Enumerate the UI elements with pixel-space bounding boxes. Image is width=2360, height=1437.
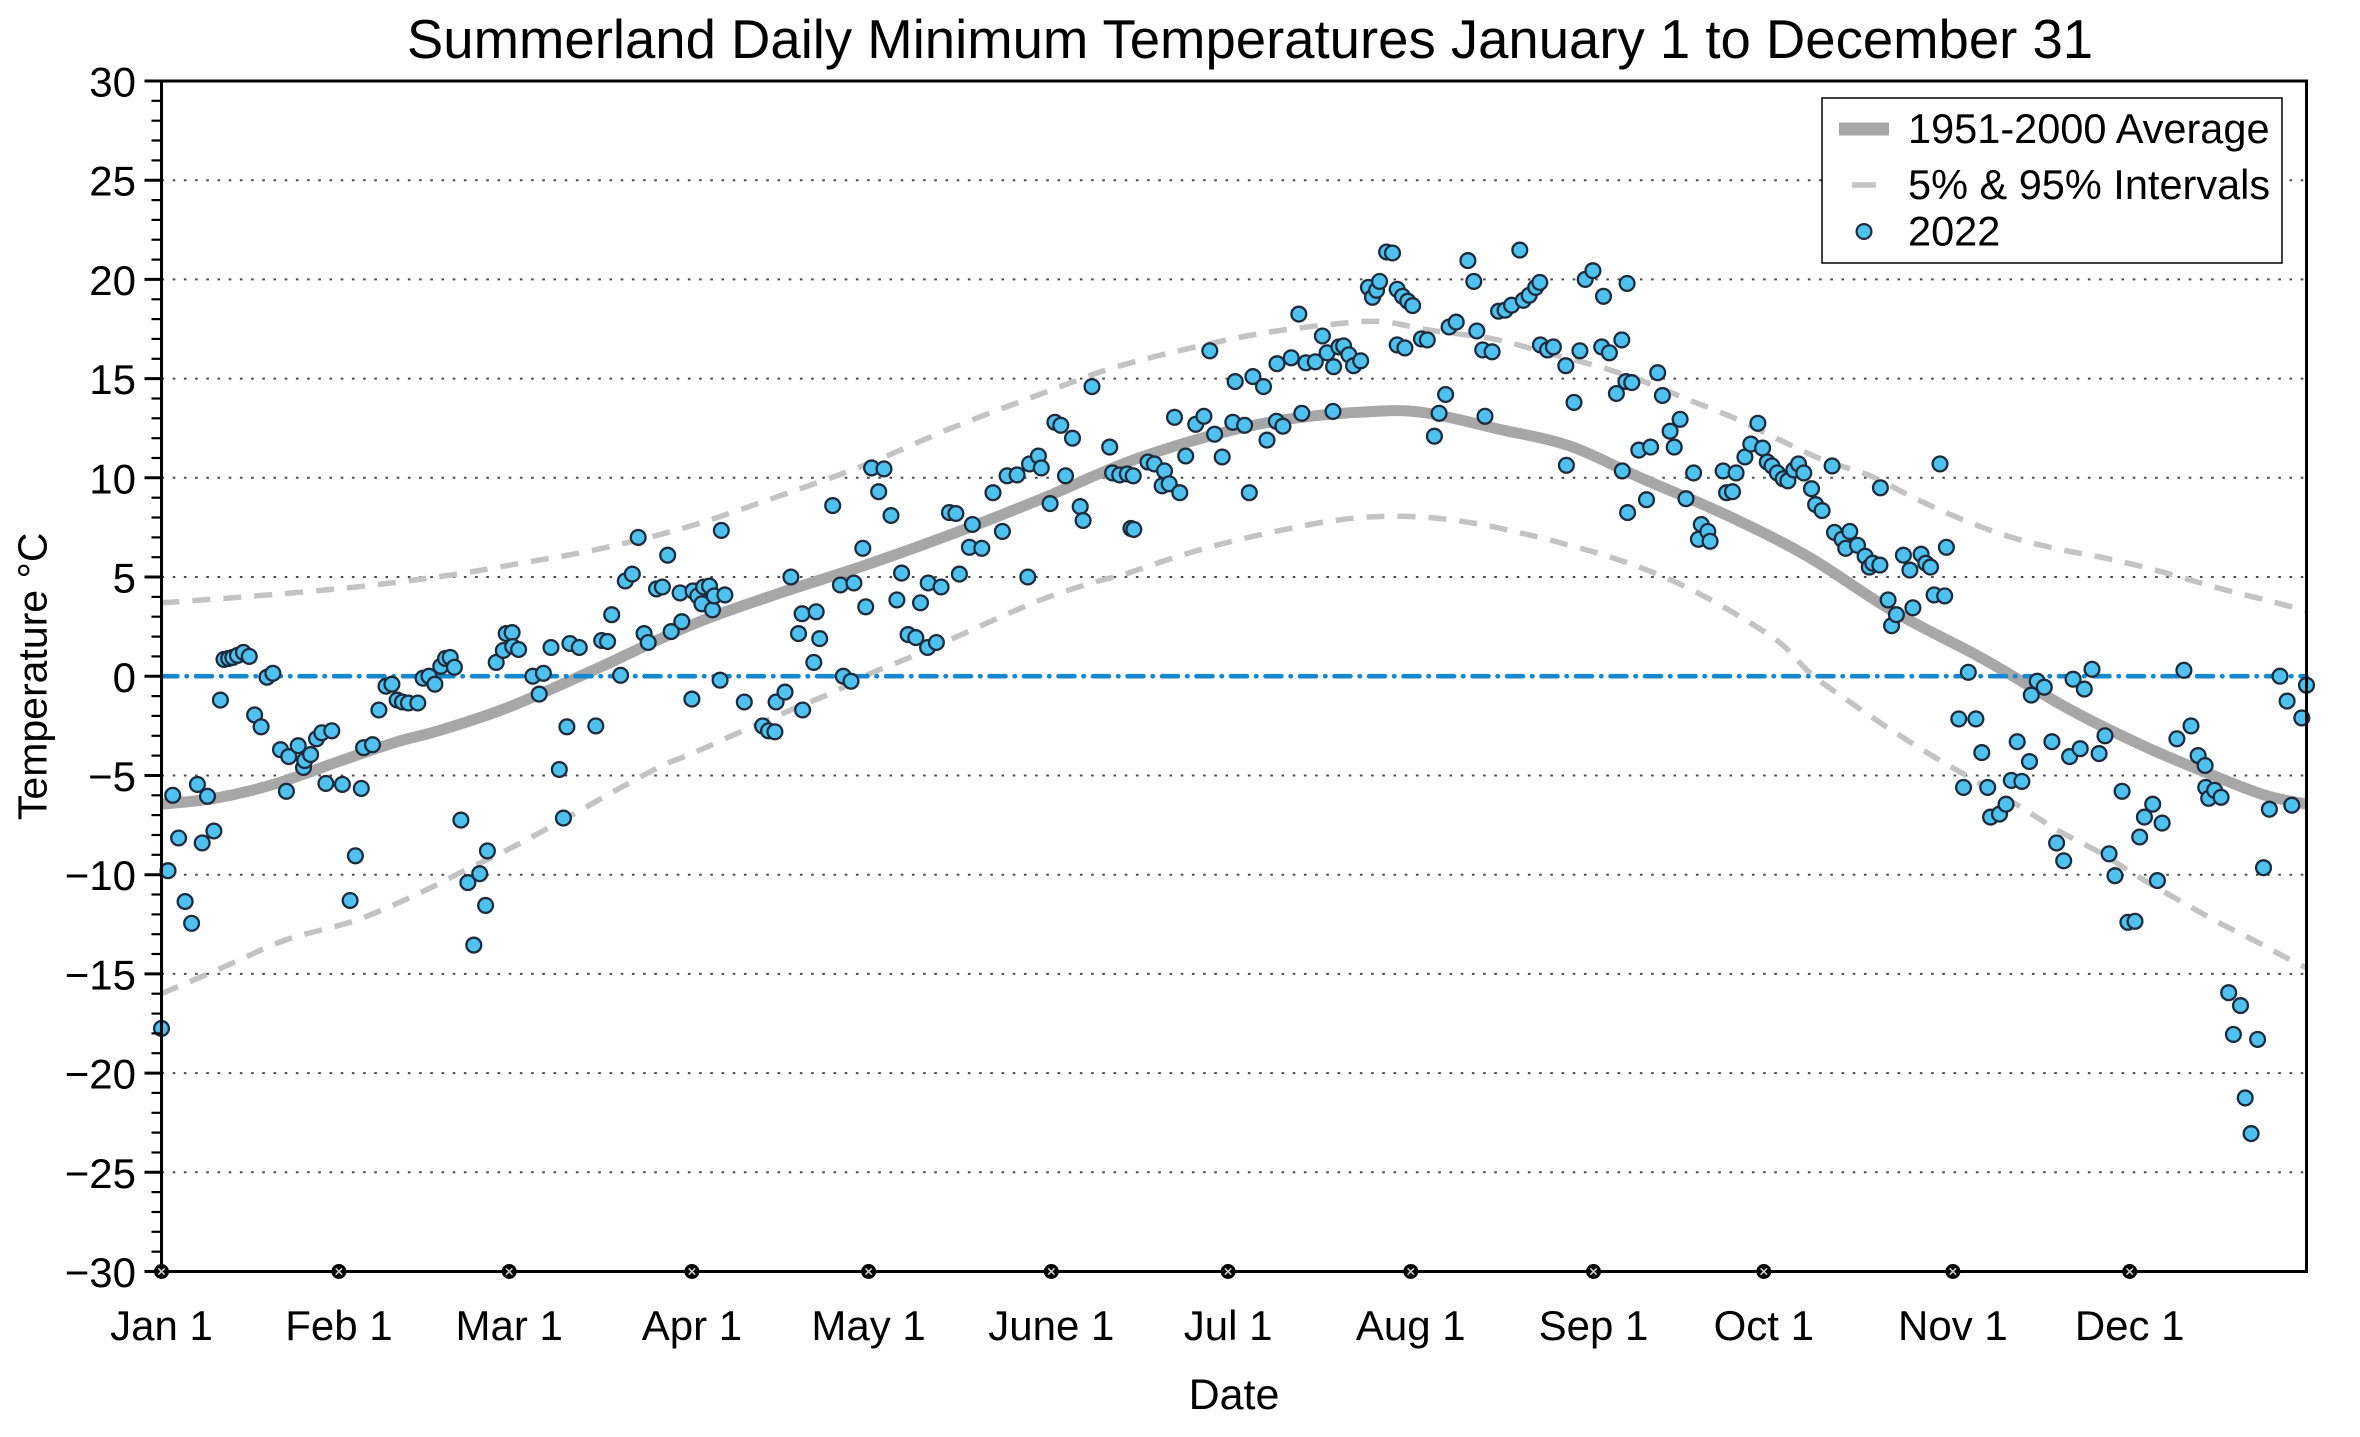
svg-text:Oct 1: Oct 1 xyxy=(1714,1302,1814,1349)
svg-text:−20: −20 xyxy=(65,1051,136,1098)
svg-text:Nov 1: Nov 1 xyxy=(1898,1302,2008,1349)
svg-text:Date: Date xyxy=(1189,1371,1280,1419)
svg-text:Summerland Daily Minimum Tempe: Summerland Daily Minimum Temperatures Ja… xyxy=(407,9,2093,70)
svg-text:5% & 95% Intervals: 5% & 95% Intervals xyxy=(1908,161,2270,208)
svg-text:20: 20 xyxy=(89,257,136,304)
svg-text:Feb 1: Feb 1 xyxy=(285,1302,392,1349)
svg-text:Dec 1: Dec 1 xyxy=(2075,1302,2185,1349)
svg-text:2022: 2022 xyxy=(1908,208,2000,255)
svg-text:−25: −25 xyxy=(65,1150,136,1197)
svg-text:0: 0 xyxy=(113,654,136,701)
svg-text:−30: −30 xyxy=(65,1249,136,1296)
svg-text:Jan 1: Jan 1 xyxy=(110,1302,213,1349)
svg-text:−5: −5 xyxy=(88,753,136,800)
svg-text:June 1: June 1 xyxy=(988,1302,1114,1349)
svg-text:15: 15 xyxy=(89,356,136,403)
svg-text:Jul 1: Jul 1 xyxy=(1184,1302,1273,1349)
svg-text:1951-2000 Average: 1951-2000 Average xyxy=(1908,105,2270,152)
svg-text:Aug 1: Aug 1 xyxy=(1356,1302,1466,1349)
svg-text:−10: −10 xyxy=(65,852,136,899)
svg-text:25: 25 xyxy=(89,158,136,205)
svg-text:Apr 1: Apr 1 xyxy=(642,1302,742,1349)
svg-text:Temperature °C: Temperature °C xyxy=(10,533,56,821)
svg-text:30: 30 xyxy=(89,59,136,106)
svg-text:−15: −15 xyxy=(65,951,136,998)
svg-text:10: 10 xyxy=(89,455,136,502)
svg-text:May 1: May 1 xyxy=(811,1302,925,1349)
svg-text:Mar 1: Mar 1 xyxy=(456,1302,563,1349)
svg-text:Sep 1: Sep 1 xyxy=(1539,1302,1649,1349)
svg-text:5: 5 xyxy=(113,555,136,602)
